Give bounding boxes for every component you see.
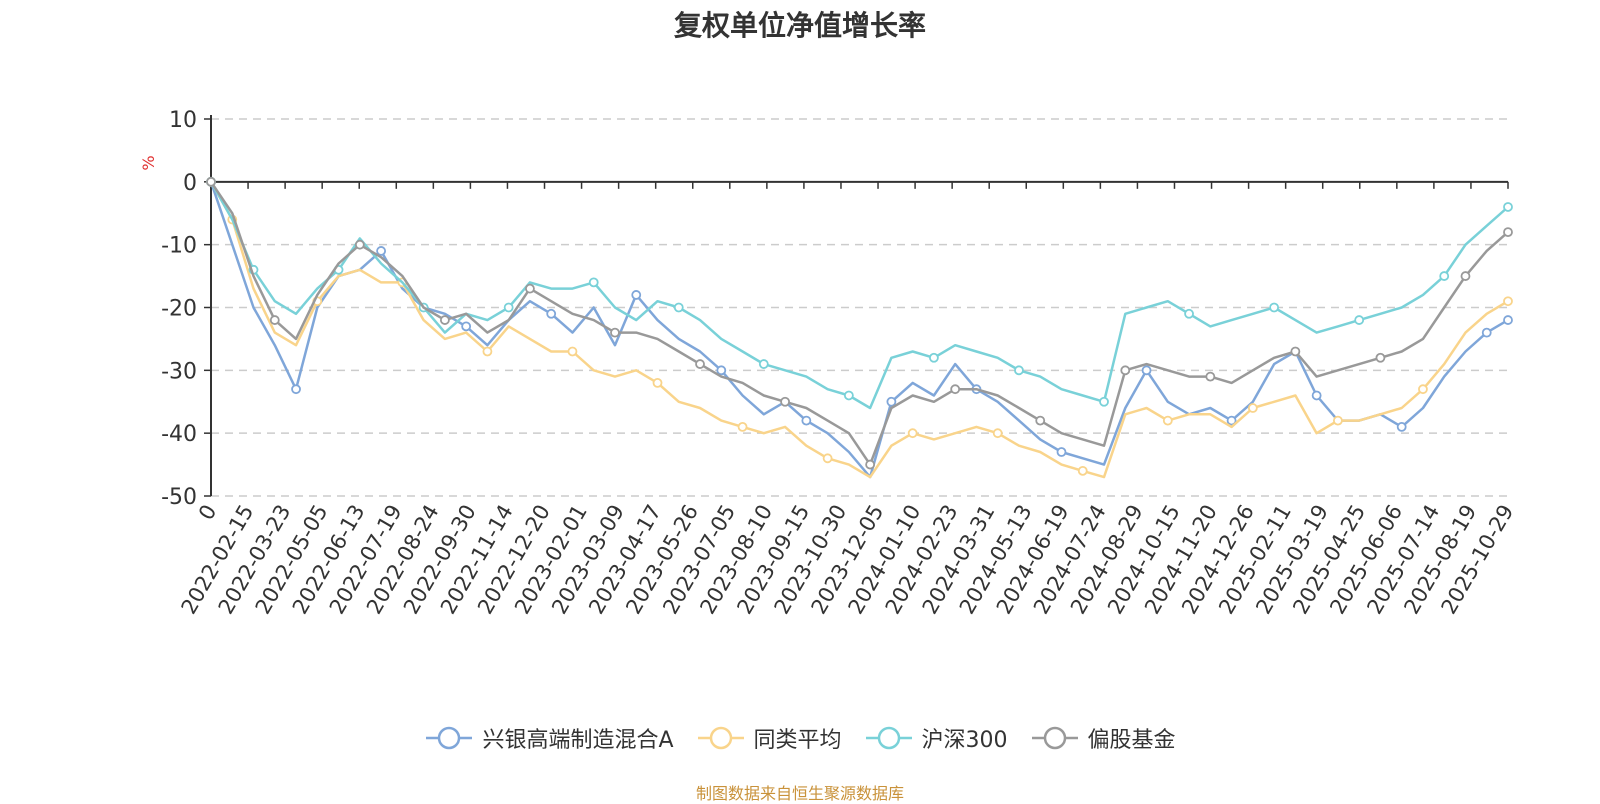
series-point: [1354, 315, 1365, 325]
series-point: [503, 302, 514, 313]
series-point: [1077, 465, 1088, 476]
series-point: [1503, 315, 1513, 325]
series-point: [1503, 296, 1513, 307]
series-point: [801, 415, 812, 426]
series-point: [206, 176, 216, 187]
series-line: [209, 181, 1509, 479]
series-point: [1333, 415, 1343, 426]
legend-marker-icon: [1031, 726, 1078, 750]
legend-item[interactable]: 偏股基金: [1030, 722, 1176, 754]
series-point: [1290, 346, 1301, 357]
series-line: [209, 181, 1509, 466]
series-point: [716, 365, 727, 376]
legend-label: 兴银高端制造混合A: [482, 728, 674, 753]
legend-marker-icon: [426, 726, 473, 750]
series-point: [843, 390, 854, 401]
legend-item[interactable]: 兴银高端制造混合A: [424, 722, 674, 754]
series-point: [610, 327, 620, 338]
series-point: [1503, 202, 1513, 212]
series-point: [907, 428, 918, 439]
series-point: [1184, 308, 1194, 319]
legend-label: 偏股基金: [1087, 728, 1176, 753]
series-point: [1439, 271, 1450, 281]
series-point: [1311, 390, 1322, 401]
series-point: [567, 346, 578, 357]
series-point: [758, 359, 769, 369]
series-point: [1056, 447, 1067, 457]
y-tick-label: -30: [161, 359, 197, 384]
series-point: [1460, 271, 1471, 281]
series-point: [291, 384, 301, 395]
series-point: [1503, 227, 1513, 238]
series-point: [822, 453, 833, 464]
legend-item[interactable]: 沪深300: [864, 722, 1008, 754]
series-point: [695, 359, 705, 369]
series-point: [886, 396, 897, 407]
x-tick-label: 0: [194, 501, 221, 525]
series-point: [780, 396, 790, 407]
series-point: [588, 277, 599, 288]
y-tick-label: -40: [161, 422, 197, 447]
legend-item[interactable]: 同类平均: [696, 722, 842, 754]
series-point: [865, 459, 876, 470]
series-point: [525, 283, 535, 294]
y-tick-label: 10: [169, 108, 197, 133]
series-point: [737, 421, 748, 432]
series-point: [1035, 415, 1046, 426]
series-point: [1014, 365, 1024, 376]
series-layer: [206, 176, 1513, 479]
series-point: [439, 315, 450, 325]
series-point: [1205, 371, 1216, 382]
legend-label: 同类平均: [753, 728, 842, 753]
series-line: [209, 181, 1509, 410]
line-chart: 100-10-20-30-40-5002022-02-152022-03-232…: [139, 108, 1518, 618]
series-point: [950, 384, 961, 395]
series-point: [546, 308, 557, 319]
series-point: [269, 315, 280, 325]
series-point: [1099, 396, 1109, 407]
series-point: [1481, 327, 1492, 338]
series-point: [1247, 403, 1258, 413]
series-point: [631, 290, 642, 300]
series-point: [1418, 384, 1428, 395]
grid-layer: [211, 118, 1508, 497]
legend-marker-icon: [865, 726, 912, 750]
series-point: [929, 352, 939, 363]
y-tick-label: 0: [183, 171, 197, 196]
legend-label: 沪深300: [921, 728, 1008, 753]
y-tick-label: -20: [161, 297, 197, 322]
series-point: [1162, 415, 1173, 426]
legend: 兴银高端制造混合A 同类平均 沪深300 偏股基金: [0, 722, 1600, 754]
y-tick-label: -10: [161, 234, 197, 259]
series-point: [461, 321, 472, 332]
series-point: [354, 239, 365, 250]
series-point: [673, 302, 684, 313]
series-point: [1269, 302, 1280, 313]
series-point: [376, 246, 386, 256]
chart-title: 复权单位净值增长率: [673, 9, 926, 42]
series-point: [1226, 415, 1237, 426]
series-point: [1375, 352, 1386, 363]
axis-layer: 100-10-20-30-40-5002022-02-152022-03-232…: [161, 108, 1518, 618]
y-tick-label: -50: [161, 485, 197, 510]
source-note: 制图数据来自恒生聚源数据库: [695, 784, 904, 803]
series-point: [992, 428, 1003, 439]
series-point: [1120, 365, 1131, 376]
series-point: [1396, 421, 1407, 432]
series-point: [482, 346, 493, 357]
legend-marker-icon: [697, 726, 744, 750]
y-axis-label: %: [139, 155, 158, 170]
series-point: [1141, 365, 1152, 376]
series-point: [652, 377, 663, 388]
